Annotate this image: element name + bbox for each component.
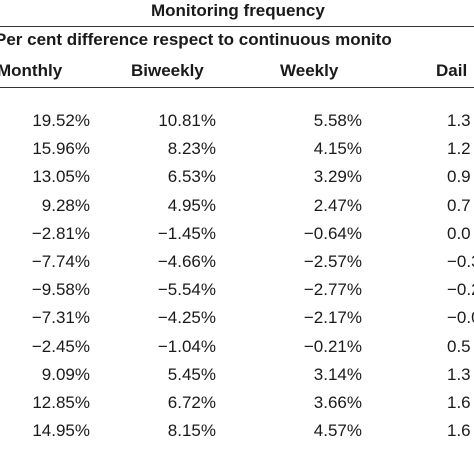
table-cell: 1.3 <box>447 111 471 130</box>
table-cell: −1.45% <box>157 223 216 243</box>
table-cell: 6.72% <box>167 392 216 412</box>
table-cell: −4.66% <box>157 251 216 271</box>
table-cell: −0.21% <box>303 336 362 356</box>
table-cell: −7.74% <box>31 251 90 271</box>
table-cell: −2.77% <box>303 280 362 300</box>
table-cell: −2.81% <box>31 223 90 243</box>
table-cell: 3.29% <box>313 167 362 187</box>
table-cell: −7.31% <box>31 308 90 328</box>
top-rule <box>0 26 474 27</box>
table-cell: 1.3 <box>447 364 471 384</box>
column-header-weekly: Weekly <box>280 61 339 80</box>
table-cell: 10.81% <box>158 111 216 130</box>
table-cell: −5.54% <box>157 280 216 300</box>
table-cell: −4.25% <box>157 308 216 328</box>
table-cell: −1.04% <box>157 336 216 356</box>
table-cell: −2.45% <box>31 336 90 356</box>
table-cell: 0.0 <box>447 223 471 243</box>
table-row: −2.81% −1.45% −0.64% 0.0 <box>0 223 474 251</box>
table-cell: 1.6 <box>447 392 471 412</box>
group-title: Monitoring frequency <box>151 1 325 20</box>
table-row: 9.28% 4.95% 2.47% 0.7 <box>0 195 474 223</box>
table-cell: 15.96% <box>32 139 90 159</box>
table-cell: 12.85% <box>32 392 90 412</box>
table-cell: 9.09% <box>41 364 90 384</box>
table-row: 15.96% 8.23% 4.15% 1.2 <box>0 138 474 166</box>
column-header-daily: Dail <box>436 61 468 80</box>
table-cell: 8.15% <box>167 421 216 441</box>
table-cell: 19.52% <box>32 111 90 130</box>
table-cell: −0.0 <box>447 308 474 328</box>
table-row: −7.31% −4.25% −2.17% −0.0 <box>0 307 474 335</box>
table-cell: 13.05% <box>32 167 90 187</box>
table-cell: 8.23% <box>167 139 216 159</box>
table-row: −7.74% −4.66% −2.57% −0.3 <box>0 251 474 279</box>
table-cell: 3.14% <box>313 364 362 384</box>
table-cell: 4.57% <box>313 421 362 441</box>
table-row: −9.58% −5.54% −2.77% −0.2 <box>0 279 474 307</box>
table-cell: 4.15% <box>313 139 362 159</box>
table-cell: 0.7 <box>447 195 471 215</box>
table-cell: −0.3 <box>447 251 474 271</box>
table-cell: 14.95% <box>32 421 90 441</box>
table-row: 19.52% 10.81% 5.58% 1.3 <box>0 110 474 138</box>
table-cell: 6.53% <box>167 167 216 187</box>
table-cell: −0.2 <box>447 280 474 300</box>
table-cell: 5.58% <box>313 111 362 130</box>
table-cell: −9.58% <box>31 280 90 300</box>
table-cell: 5.45% <box>167 364 216 384</box>
table-row: 13.05% 6.53% 3.29% 0.9 <box>0 166 474 194</box>
table-body: 19.52% 10.81% 5.58% 1.3 15.96% 8.23% 4.1… <box>0 110 474 448</box>
table-cell: 9.28% <box>41 195 90 215</box>
table-row: 12.85% 6.72% 3.66% 1.6 <box>0 392 474 420</box>
table-cell: 0.5 <box>447 336 471 356</box>
group-subtitle: Per cent difference respect to continuou… <box>0 30 392 49</box>
table-cell: −2.57% <box>303 251 362 271</box>
table-cell: 1.6 <box>447 421 471 441</box>
table-cell: 2.47% <box>313 195 362 215</box>
table-cell: 4.95% <box>167 195 216 215</box>
table-cell: 0.9 <box>447 167 471 187</box>
table-cell: −0.64% <box>303 223 362 243</box>
header-rule <box>0 87 474 88</box>
header-row: Monthly Biweekly Weekly Dail <box>0 60 474 82</box>
table-cell: −2.17% <box>303 308 362 328</box>
table-row: 14.95% 8.15% 4.57% 1.6 <box>0 420 474 448</box>
table-row: 9.09% 5.45% 3.14% 1.3 <box>0 364 474 392</box>
column-header-biweekly: Biweekly <box>131 61 204 80</box>
column-header-monthly: Monthly <box>0 61 63 80</box>
table-cell: 3.66% <box>313 392 362 412</box>
table-cell: 1.2 <box>447 139 471 159</box>
table-row: −2.45% −1.04% −0.21% 0.5 <box>0 336 474 364</box>
